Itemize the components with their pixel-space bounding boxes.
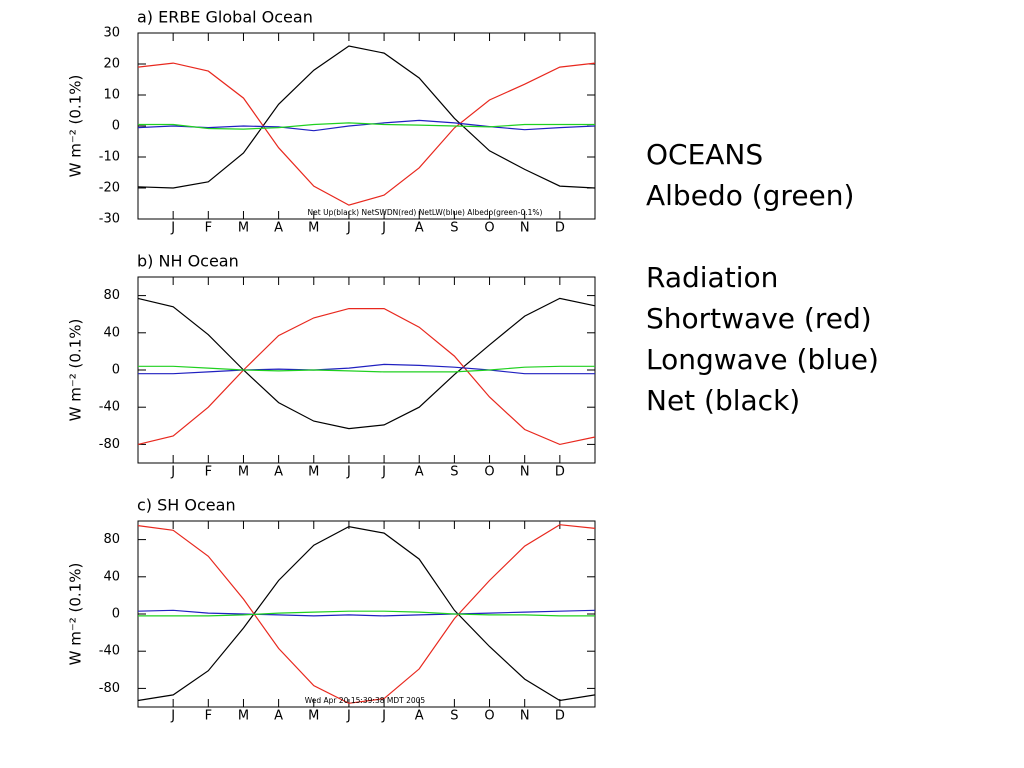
y-tick-label: -40: [99, 400, 120, 415]
x-tick-label: A: [274, 465, 283, 480]
x-tick-label: N: [520, 709, 530, 724]
x-tick-label: J: [381, 465, 386, 480]
y-tick-label: 0: [112, 607, 120, 622]
side-text: Albedo (green): [646, 179, 854, 212]
y-axis-label: W m⁻² (0.1%): [67, 75, 85, 178]
x-tick-label: D: [555, 709, 565, 724]
x-tick-label: S: [450, 465, 458, 480]
series-line: [137, 308, 596, 446]
x-tick-label: M: [238, 465, 249, 480]
side-text: Shortwave (red): [646, 302, 872, 335]
chart-title: a) ERBE Global Ocean: [137, 8, 313, 27]
side-text: OCEANS: [646, 138, 763, 171]
x-tick-label: O: [484, 465, 494, 480]
plot-frame: [137, 276, 596, 464]
annotation: Wed Apr 20 15:39:38 MDT 2005: [305, 696, 426, 705]
series-line: [137, 62, 596, 206]
x-tick-label: J: [346, 709, 351, 724]
x-tick-label: O: [484, 221, 494, 236]
y-tick-label: 80: [103, 288, 120, 303]
x-tick-label: J: [170, 465, 175, 480]
x-tick-label: D: [555, 221, 565, 236]
plot-frame: [137, 32, 596, 220]
series-line: [138, 610, 595, 617]
series-line: [137, 297, 596, 430]
y-tick-label: 40: [103, 325, 120, 340]
series-line: [138, 365, 595, 373]
x-tick-label: M: [308, 709, 319, 724]
x-tick-label: J: [381, 221, 386, 236]
y-tick-label: 30: [103, 26, 120, 41]
y-tick-label: -10: [99, 150, 120, 165]
y-tick-label: 40: [103, 569, 120, 584]
series-line: [137, 524, 596, 704]
series-line: [137, 609, 596, 617]
y-tick-label: -40: [99, 644, 120, 659]
x-tick-label: J: [346, 221, 351, 236]
side-text: Longwave (blue): [646, 343, 879, 376]
y-tick-label: 80: [103, 532, 120, 547]
y-tick-label: -20: [99, 181, 120, 196]
x-tick-label: M: [238, 221, 249, 236]
y-tick-label: 20: [103, 57, 120, 72]
y-tick-label: -80: [99, 437, 120, 452]
y-tick-label: 0: [112, 119, 120, 134]
x-tick-label: N: [520, 465, 530, 480]
x-tick-label: A: [274, 221, 283, 236]
annotation: Net Up(black) NetSWDN(red) NetLW(blue) A…: [308, 208, 543, 217]
x-tick-label: M: [308, 221, 319, 236]
series-line: [138, 122, 595, 130]
x-tick-label: J: [170, 709, 175, 724]
series-line: [137, 45, 596, 189]
y-tick-label: 0: [112, 363, 120, 378]
chart-title: b) NH Ocean: [137, 252, 239, 271]
y-tick-label: -80: [99, 681, 120, 696]
x-tick-label: J: [381, 709, 386, 724]
series-line: [137, 525, 596, 702]
x-tick-label: A: [415, 709, 424, 724]
x-tick-label: M: [238, 709, 249, 724]
x-tick-label: M: [308, 465, 319, 480]
x-tick-label: J: [346, 465, 351, 480]
y-axis-label: W m⁻² (0.1%): [67, 319, 85, 422]
side-text: Net (black): [646, 384, 800, 417]
plot-frame: [137, 520, 596, 708]
x-tick-label: D: [555, 465, 565, 480]
x-tick-label: O: [484, 709, 494, 724]
y-tick-label: -30: [99, 212, 120, 227]
x-tick-label: N: [520, 221, 530, 236]
series-line: [137, 119, 596, 132]
chart-title: c) SH Ocean: [137, 496, 236, 515]
side-text: Radiation: [646, 261, 778, 294]
series-line: [138, 363, 595, 375]
x-tick-label: F: [205, 465, 212, 480]
x-tick-label: F: [205, 221, 212, 236]
x-tick-label: A: [415, 465, 424, 480]
x-tick-label: S: [450, 709, 458, 724]
x-tick-label: A: [415, 221, 424, 236]
y-tick-label: 10: [103, 88, 120, 103]
x-tick-label: J: [170, 221, 175, 236]
y-axis-label: W m⁻² (0.1%): [67, 563, 85, 666]
x-tick-label: A: [274, 709, 283, 724]
x-tick-label: S: [450, 221, 458, 236]
x-tick-label: F: [205, 709, 212, 724]
